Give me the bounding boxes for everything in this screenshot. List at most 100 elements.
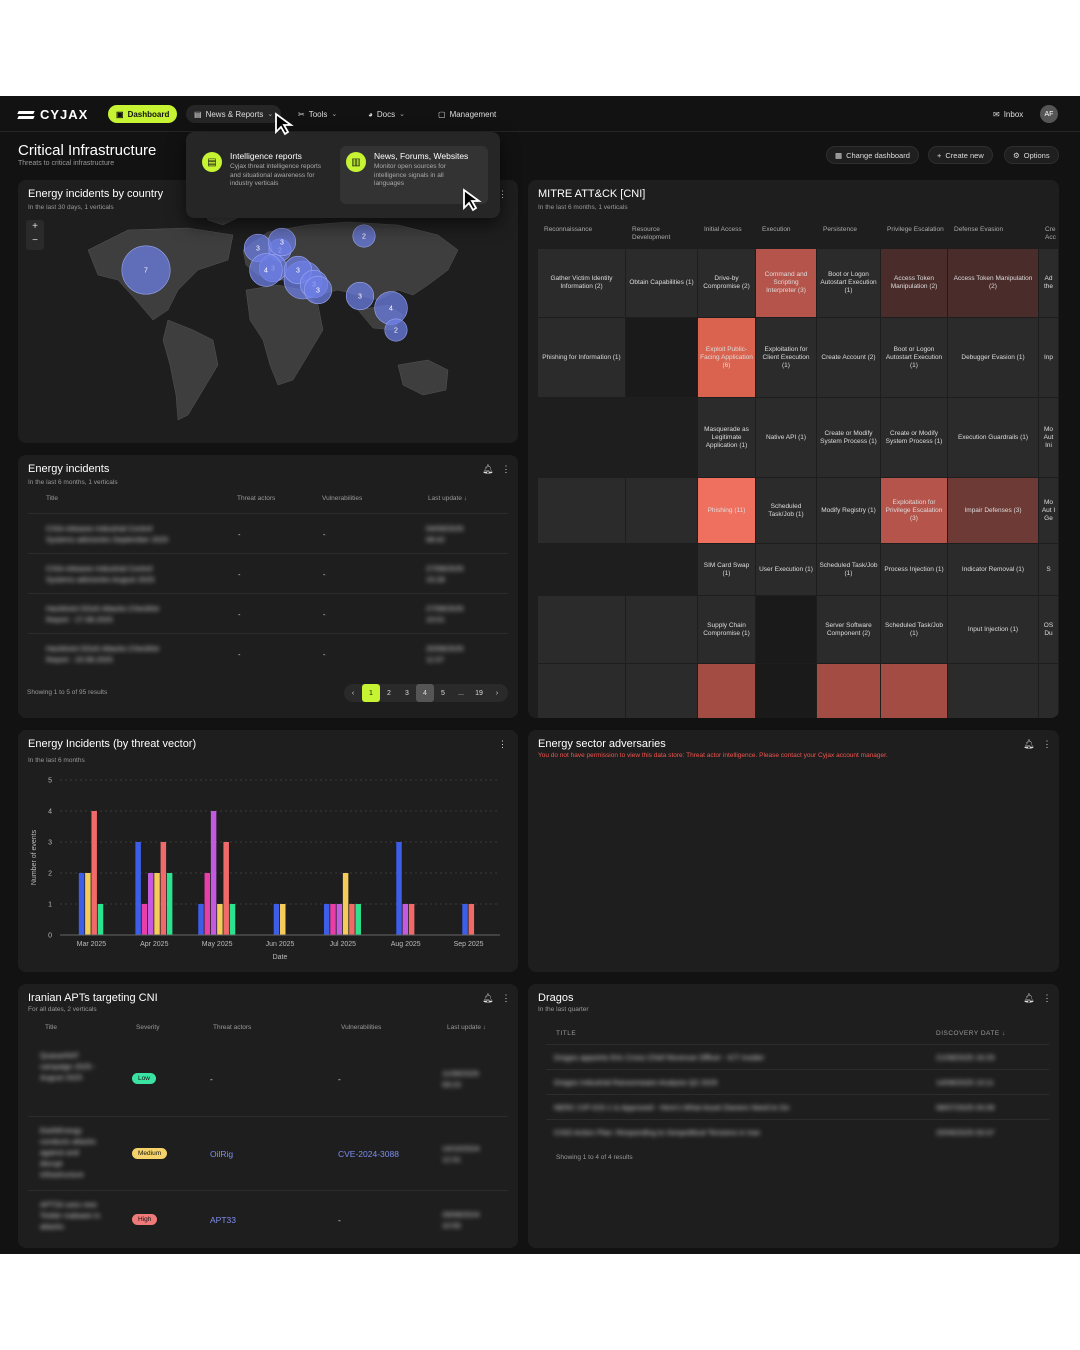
bar[interactable] [210, 811, 217, 935]
technique-cell[interactable]: Exploitation for Client Execution (1) [756, 318, 816, 397]
incident-bubble[interactable] [352, 224, 376, 248]
technique-cell[interactable]: Inp [1039, 318, 1058, 397]
column-header-vulnerabilities[interactable]: Vulnerabilities [341, 1024, 382, 1031]
technique-cell[interactable]: Server Software Component (2) [817, 596, 880, 663]
more-vertical-icon[interactable]: ⋮ [501, 993, 511, 1003]
column-header-title[interactable]: Title [46, 495, 59, 502]
technique-cell[interactable]: Debugger Evasion (1) [948, 318, 1038, 397]
bar[interactable] [273, 904, 280, 935]
menu-news-forums-websites[interactable]: ▥ News, Forums, Websites Monitor open so… [340, 146, 488, 204]
column-header-last-update[interactable]: Last update ↓ [428, 495, 467, 502]
column-header-threat-actors[interactable]: Threat actors [237, 495, 276, 502]
technique-cell[interactable]: Access Token Manipulation (2) [881, 249, 947, 317]
table-row[interactable]: CISA releases Industrial Control Systems … [28, 553, 508, 593]
technique-cell[interactable]: Native API (1) [756, 398, 816, 477]
technique-cell[interactable]: Ad the [1039, 249, 1058, 317]
create-new-button[interactable]: + Create new [928, 146, 993, 164]
bar[interactable] [396, 842, 402, 935]
technique-cell[interactable]: Mo Aut Ini [1039, 398, 1058, 477]
more-vertical-icon[interactable]: ⋮ [498, 189, 507, 199]
nav-news-reports[interactable]: ▤ News & Reports ⌄ [186, 105, 282, 123]
incident-bubble[interactable] [267, 227, 297, 257]
bar[interactable] [408, 904, 415, 935]
bar[interactable] [154, 873, 160, 935]
options-button[interactable]: ⚙ Options [1004, 146, 1059, 164]
row-title-link[interactable]: Hacktivist DDoS Attacks Checklist Report … [46, 603, 196, 625]
technique-cell[interactable]: Scheduled Task/Job (1) [756, 478, 816, 543]
technique-cell[interactable]: Indicator Removal (1) [948, 544, 1038, 595]
incident-bubble[interactable] [384, 318, 408, 342]
technique-cell[interactable]: Scheduled Task/Job (1) [881, 596, 947, 663]
bell-icon[interactable]: 🔔︎ [1023, 993, 1035, 1003]
bell-icon[interactable]: 🔔︎ [1023, 739, 1035, 749]
technique-cell[interactable]: S [1039, 544, 1058, 595]
page-button[interactable]: › [495, 689, 499, 697]
technique-cell[interactable]: Masquerade as Legitimate Application (1) [698, 398, 755, 477]
row-title-link[interactable]: Hacktivist DDoS Attacks Checklist Report … [46, 643, 196, 665]
technique-cell[interactable]: Process Injection (1) [881, 544, 947, 595]
column-header-threat-actors[interactable]: Threat actors [213, 1024, 252, 1031]
bar[interactable] [336, 904, 343, 935]
technique-cell[interactable]: Gather Victim Identity Information (2) [538, 249, 625, 317]
bell-icon[interactable]: 🔔︎ [482, 464, 494, 474]
page-button[interactable]: 3 [405, 689, 409, 697]
zoom-out-button[interactable]: − [32, 235, 38, 246]
row-title-link[interactable]: Dragos appoints Eric Cross Chief Revenue… [554, 1053, 765, 1062]
technique-cell[interactable]: Exploit Public-Facing Application (6) [698, 318, 755, 397]
bar[interactable] [147, 873, 154, 935]
nav-docs[interactable]: ◕ Docs ⌄ [360, 105, 413, 123]
technique-cell[interactable]: Boot or Logon Autostart Execution (1) [817, 249, 880, 317]
bar[interactable] [342, 873, 349, 935]
bar[interactable] [97, 904, 104, 935]
page-button[interactable]: 2 [387, 689, 391, 697]
menu-intelligence-reports[interactable]: ▤ Intelligence reports Cyjax threat inte… [196, 146, 336, 204]
nav-tools[interactable]: ✂ Tools ⌄ [290, 105, 345, 123]
row-threat-actors[interactable]: OilRig [210, 1149, 234, 1159]
technique-cell[interactable]: Phishing (11) [698, 478, 755, 543]
bar[interactable] [141, 904, 148, 935]
table-row[interactable]: CISO Action Plan: Responding to Geopolit… [546, 1119, 1049, 1144]
row-title-link[interactable]: CISO Action Plan: Responding to Geopolit… [554, 1128, 761, 1137]
technique-cell[interactable]: Exploitation for Privilege Escalation (3… [881, 478, 947, 543]
page-button[interactable]: 4 [416, 684, 434, 702]
bar[interactable] [468, 904, 475, 935]
bar[interactable] [330, 904, 336, 935]
incident-bubble[interactable] [345, 281, 375, 311]
technique-cell[interactable]: Create or Modify System Process (1) [881, 398, 947, 477]
more-vertical-icon[interactable]: ⋮ [501, 464, 511, 474]
column-header-title[interactable]: TITLE [556, 1030, 577, 1037]
zoom-in-button[interactable]: + [32, 221, 38, 232]
technique-cell[interactable]: Modify Registry (1) [817, 478, 880, 543]
bar[interactable] [91, 811, 97, 935]
technique-cell[interactable]: Command and Scripting Interpreter (3) [756, 249, 816, 317]
nav-management[interactable]: ▢ Management [430, 105, 504, 123]
more-vertical-icon[interactable]: ⋮ [1042, 739, 1052, 749]
bar[interactable] [462, 904, 468, 935]
column-header-title[interactable]: Title [45, 1024, 58, 1031]
table-row[interactable]: NERC CIP-015-1 Is Approved - Here's What… [546, 1094, 1049, 1119]
bar[interactable] [223, 842, 229, 935]
column-header-discovery-date[interactable]: DISCOVERY DATE ↓ [936, 1030, 1006, 1037]
page-button[interactable]: 1 [362, 684, 380, 702]
bar[interactable] [349, 904, 355, 935]
nav-inbox[interactable]: ✉ Inbox [985, 105, 1031, 123]
page-button[interactable]: ... [458, 689, 464, 697]
bell-icon[interactable]: 🔔︎ [482, 993, 494, 1003]
table-row[interactable]: QuasarRAT campaign 2025 - August 2025 Low… [28, 1042, 508, 1116]
technique-cell[interactable]: Input Injection (1) [948, 596, 1038, 663]
bar[interactable] [355, 904, 361, 935]
technique-cell[interactable]: Create Account (2) [817, 318, 880, 397]
column-header-vulnerabilities[interactable]: Vulnerabilities [322, 495, 363, 502]
row-title-link[interactable]: CISA releases Industrial Control Systems … [46, 563, 196, 585]
technique-cell[interactable]: Boot or Logon Autostart Execution (1) [881, 318, 947, 397]
incident-bubble[interactable] [121, 245, 171, 295]
table-row[interactable]: CISA releases Industrial Control Systems … [28, 513, 508, 553]
row-title-link[interactable]: APT33 uses new Tickler malware in attack… [40, 1200, 101, 1231]
bar[interactable] [280, 904, 286, 935]
technique-cell[interactable]: Phishing for Information (1) [538, 318, 625, 397]
nav-dashboard[interactable]: ▣ Dashboard [108, 105, 178, 123]
row-title-link[interactable]: NERC CIP-015-1 Is Approved - Here's What… [554, 1103, 790, 1112]
row-title-link[interactable]: QuasarRAT campaign 2025 - August 2025 [40, 1051, 96, 1082]
table-row[interactable]: EarthEnergy conducts attacks against and… [28, 1116, 508, 1190]
bar[interactable] [160, 842, 167, 935]
